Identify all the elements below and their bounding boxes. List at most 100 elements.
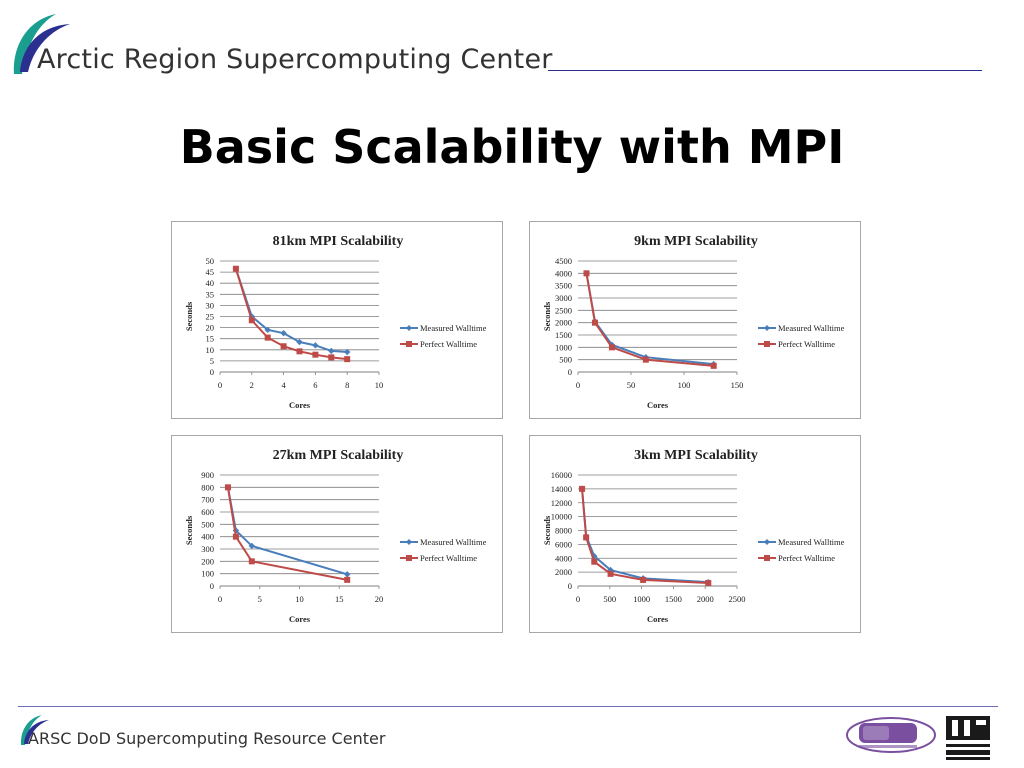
x-tick-label: 8 xyxy=(345,380,349,390)
y-tick-label: 4000 xyxy=(555,268,572,278)
chart-27km: 27km MPI Scalability 0 100 200 300 400 500 600 7… xyxy=(171,435,503,633)
y-tick-label: 0 xyxy=(568,367,572,377)
data-point-perfect-walltime xyxy=(583,534,590,541)
series-line-perfect-walltime xyxy=(234,268,348,361)
y-tick-label: 45 xyxy=(206,267,215,277)
series-line-measured-walltime xyxy=(585,273,714,366)
chart-svg: 9km MPI Scalability050010001500200025003… xyxy=(542,234,845,410)
data-point-perfect-walltime xyxy=(232,265,239,272)
y-tick-label: 900 xyxy=(201,470,214,480)
hpc-logo-icon xyxy=(846,717,936,753)
data-point-perfect-walltime xyxy=(328,354,335,361)
data-point-measured-walltime xyxy=(312,342,319,349)
y-tick-label: 200 xyxy=(201,556,214,566)
x-axis-label: Cores xyxy=(289,400,311,410)
y-tick-label: 1000 xyxy=(555,342,572,352)
data-point-perfect-walltime xyxy=(705,579,712,586)
data-point-perfect-walltime xyxy=(591,558,598,565)
data-point-perfect-walltime xyxy=(248,317,255,324)
arsc-swoosh-logo-icon xyxy=(20,715,49,745)
y-tick-label: 8000 xyxy=(555,526,572,536)
y-tick-label: 5 xyxy=(210,356,214,366)
y-tick-label: 4500 xyxy=(555,256,572,266)
legend-label-measured-walltime: Measured Walltime xyxy=(420,537,487,547)
x-tick-label: 2500 xyxy=(729,594,746,604)
y-tick-label: 2500 xyxy=(555,305,572,315)
y-tick-label: 500 xyxy=(559,355,572,365)
legend-marker xyxy=(406,325,412,331)
slide-title: Basic Scalability with MPI xyxy=(179,120,845,174)
x-tick-label: 6 xyxy=(313,380,317,390)
chart-title: 27km MPI Scalability xyxy=(273,448,404,463)
series-line-perfect-walltime xyxy=(581,488,709,584)
chart-3km: 3km MPI Scalability 0 2000 4000 6000 8000 1000… xyxy=(529,435,861,633)
legend-marker xyxy=(764,341,770,347)
chart-title: 9km MPI Scalability xyxy=(634,234,758,249)
y-tick-label: 50 xyxy=(206,256,215,266)
data-point-perfect-walltime xyxy=(710,362,717,369)
legend-label-perfect-walltime: Perfect Walltime xyxy=(420,553,477,563)
data-point-perfect-walltime xyxy=(607,570,614,577)
legend-marker xyxy=(764,325,770,331)
y-tick-label: 20 xyxy=(206,323,215,333)
y-tick-label: 16000 xyxy=(551,470,572,480)
x-axis-label: Cores xyxy=(647,614,669,624)
chart-svg: 27km MPI Scalability01002003004005006007… xyxy=(184,448,487,624)
y-tick-label: 800 xyxy=(201,482,214,492)
x-tick-label: 1000 xyxy=(633,594,650,604)
data-point-measured-walltime xyxy=(280,329,287,337)
chart-title: 3km MPI Scalability xyxy=(634,448,758,463)
x-tick-label: 1500 xyxy=(665,594,682,604)
y-axis-label: Seconds xyxy=(542,515,552,545)
y-tick-label: 600 xyxy=(201,507,214,517)
data-point-perfect-walltime xyxy=(224,484,231,491)
x-tick-label: 10 xyxy=(295,594,304,604)
legend-marker xyxy=(406,539,412,545)
y-tick-label: 10 xyxy=(206,345,215,355)
data-point-measured-walltime xyxy=(328,347,335,355)
y-tick-label: 2000 xyxy=(555,318,572,328)
x-tick-label: 20 xyxy=(375,594,384,604)
org-name: Arctic Region Supercomputing Center xyxy=(37,44,553,75)
y-tick-label: 30 xyxy=(206,300,215,310)
data-point-perfect-walltime xyxy=(608,344,615,351)
footer-divider xyxy=(18,706,998,707)
legend-marker xyxy=(764,539,770,545)
y-tick-label: 0 xyxy=(568,581,572,591)
legend-marker xyxy=(406,341,412,347)
data-point-perfect-walltime xyxy=(579,485,586,492)
chart-svg: 81km MPI Scalability05101520253035404550… xyxy=(184,234,487,410)
x-tick-label: 0 xyxy=(576,594,580,604)
series-line-perfect-walltime xyxy=(585,273,714,367)
data-point-perfect-walltime xyxy=(312,351,319,358)
y-tick-label: 15 xyxy=(206,334,215,344)
data-point-perfect-walltime xyxy=(640,576,647,583)
y-tick-label: 2000 xyxy=(555,567,572,577)
chart-svg: 3km MPI Scalability 0 2000 4000 6000 8000 1000… xyxy=(542,448,845,624)
legend-marker xyxy=(406,555,412,561)
y-tick-label: 14000 xyxy=(551,484,572,494)
data-point-perfect-walltime xyxy=(248,558,255,565)
x-tick-label: 500 xyxy=(603,594,616,604)
data-point-perfect-walltime xyxy=(264,334,271,341)
chart-title: 81km MPI Scalability xyxy=(273,234,404,249)
legend-label-perfect-walltime: Perfect Walltime xyxy=(778,553,835,563)
y-axis-label: Seconds xyxy=(184,301,194,331)
data-point-perfect-walltime xyxy=(280,343,287,350)
y-tick-label: 300 xyxy=(201,544,214,554)
data-point-perfect-walltime xyxy=(232,533,239,540)
y-tick-label: 100 xyxy=(201,569,214,579)
y-tick-label: 400 xyxy=(201,532,214,542)
chart-9km: 9km MPI Scalability 0 500 1000 1500 2000 2500 3… xyxy=(529,221,861,419)
legend-label-measured-walltime: Measured Walltime xyxy=(778,323,845,333)
x-axis-label: Cores xyxy=(647,400,669,410)
y-axis-label: Seconds xyxy=(184,515,194,545)
x-tick-label: 2000 xyxy=(697,594,714,604)
x-tick-label: 2 xyxy=(250,380,254,390)
chart-81km: 81km MPI Scalability 0 5 10 15 20 25 30 35 40 45 50… xyxy=(171,221,503,419)
x-tick-label: 100 xyxy=(678,380,691,390)
x-axis-label: Cores xyxy=(289,614,311,624)
y-tick-label: 35 xyxy=(206,289,215,299)
data-point-perfect-walltime xyxy=(296,348,303,355)
data-point-perfect-walltime xyxy=(344,356,351,363)
